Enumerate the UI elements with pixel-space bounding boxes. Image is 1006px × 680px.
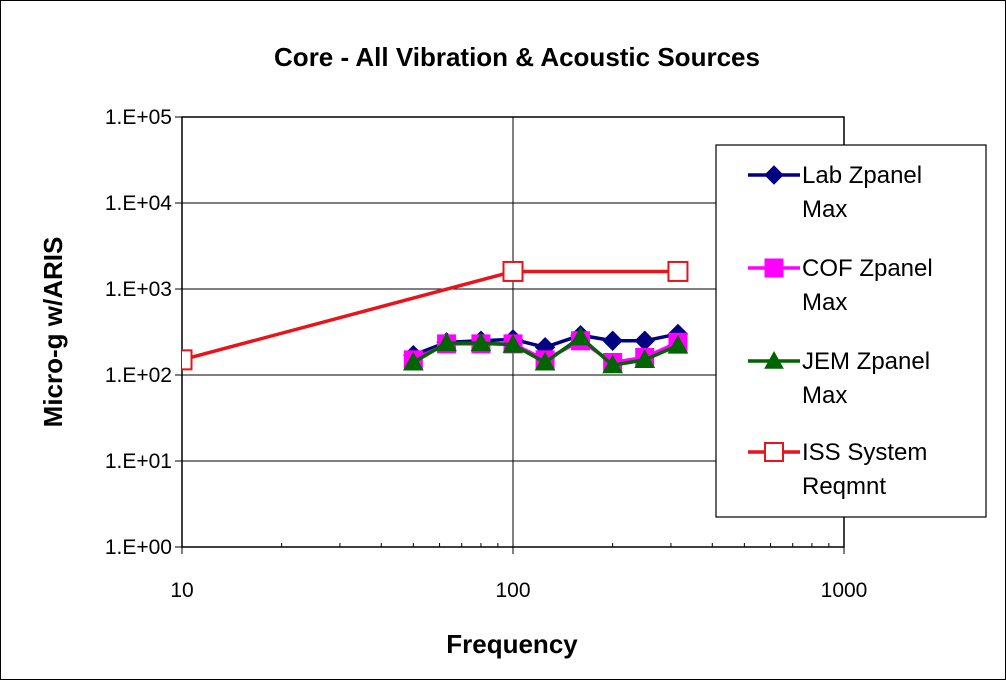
legend-label: Reqmnt	[802, 473, 886, 500]
y-axis-title: Micro-g w/ARIS	[38, 237, 68, 428]
series-layer	[182, 260, 689, 374]
y-tick-label: 1.E+02	[105, 364, 172, 387]
data-point	[436, 332, 457, 352]
minor-ticks	[175, 116, 845, 554]
y-tick-label: 1.E+03	[105, 278, 172, 301]
data-point	[403, 351, 424, 371]
data-point	[182, 349, 193, 371]
y-tick-label: 1.E+05	[105, 106, 172, 129]
legend-box	[715, 144, 987, 518]
series-3	[403, 326, 689, 374]
legend-marker	[764, 165, 784, 185]
data-point	[667, 335, 689, 354]
data-point	[534, 351, 556, 371]
data-point	[470, 332, 492, 352]
legend-marker	[764, 258, 784, 278]
data-point	[602, 330, 623, 351]
legend-entry-3: JEM Zpanel Max	[748, 348, 930, 409]
x-tick-label: 100	[495, 579, 530, 602]
y-tick-labels: 1.E+00 1.E+01 1.E+02 1.E+03 1.E+04 1.E+05	[105, 106, 172, 559]
legend-entry-4: ISS System Reqmnt	[748, 439, 927, 500]
legend-entry-2: COF Zpanel Max	[748, 255, 933, 316]
series-4	[182, 260, 689, 371]
y-tick-label: 1.E+01	[105, 450, 172, 473]
y-tick-label: 1.E+00	[105, 536, 172, 559]
data-point	[502, 260, 524, 282]
legend-marker	[764, 350, 784, 369]
y-tick-label: 1.E+04	[105, 192, 172, 215]
legend-label: COF Zpanel	[802, 255, 933, 282]
legend-label: ISS System	[802, 439, 927, 466]
data-point	[634, 349, 656, 368]
legend: Lab Zpanel Max COF Zpanel Max JEM Zpanel Max I…	[715, 144, 987, 518]
data-point	[667, 260, 689, 282]
x-axis-title: Frequency	[446, 629, 578, 659]
legend-label: Max	[802, 196, 847, 223]
x-tick-label: 1000	[821, 579, 868, 602]
legend-label: JEM Zpanel	[802, 348, 930, 375]
data-point	[602, 354, 623, 374]
data-point	[502, 334, 524, 353]
legend-label: Lab Zpanel	[802, 162, 922, 189]
legend-label: Max	[802, 382, 847, 409]
x-tick-labels: 10 100 1000	[170, 579, 867, 602]
legend-entry-1: Lab Zpanel Max	[748, 162, 922, 223]
chart-title: Core - All Vibration & Acoustic Sources	[274, 42, 760, 72]
data-point	[570, 326, 591, 346]
x-tick-label: 10	[170, 579, 193, 602]
legend-label: Max	[802, 289, 847, 316]
legend-marker	[764, 442, 784, 462]
